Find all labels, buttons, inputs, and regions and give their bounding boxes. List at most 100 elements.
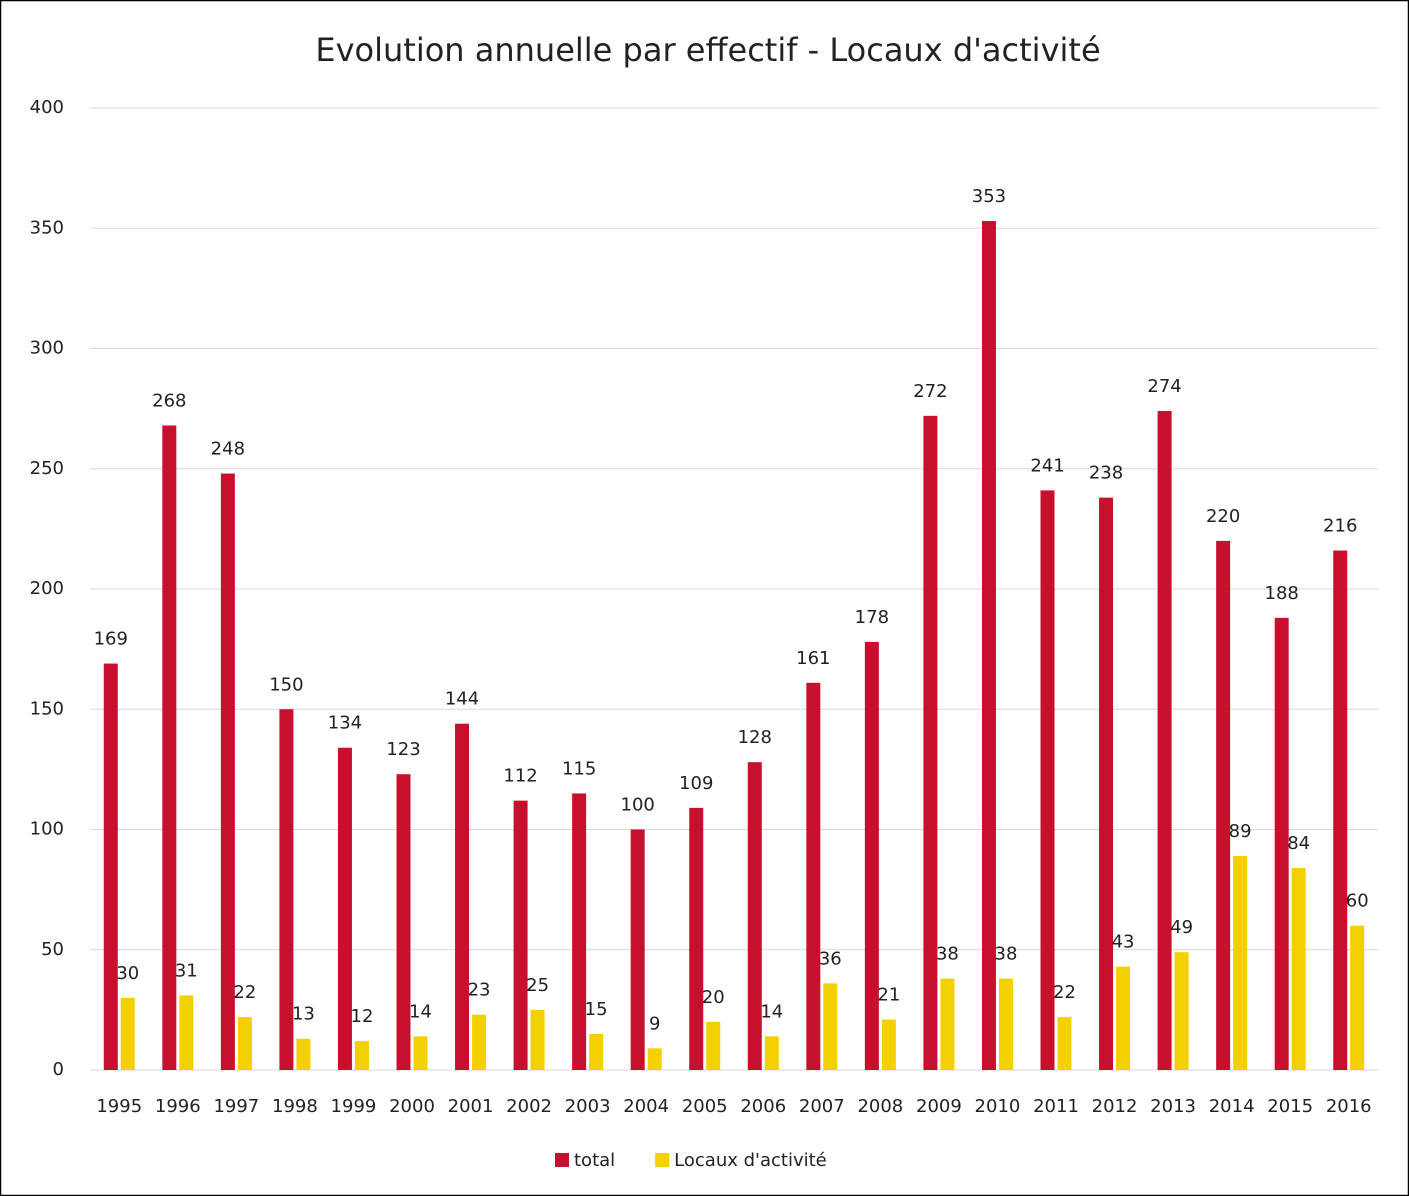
data-label: 161: [796, 648, 830, 669]
bar: [220, 473, 235, 1070]
bar: [1040, 490, 1055, 1070]
data-label: 13: [292, 1004, 315, 1025]
x-tick-label: 2013: [1150, 1096, 1196, 1117]
data-label: 14: [760, 1001, 783, 1022]
bar: [396, 774, 411, 1070]
data-label: 188: [1265, 583, 1299, 604]
bar: [864, 641, 879, 1070]
data-label: 220: [1206, 506, 1240, 527]
data-label: 268: [152, 390, 186, 411]
x-tick-label: 1997: [213, 1096, 259, 1117]
bar: [472, 1014, 487, 1070]
data-label: 15: [585, 999, 608, 1020]
bar: [1057, 1017, 1072, 1070]
legend-swatch: [555, 1153, 569, 1167]
bar: [354, 1041, 369, 1070]
bar: [179, 995, 194, 1070]
data-label: 169: [94, 629, 128, 650]
bar: [647, 1048, 662, 1070]
bar: [237, 1017, 252, 1070]
x-tick-label: 2001: [448, 1096, 494, 1117]
data-label: 23: [468, 980, 491, 1001]
data-label: 30: [116, 963, 139, 984]
x-tick-label: 2006: [740, 1096, 786, 1117]
data-label: 25: [526, 975, 549, 996]
data-label: 49: [1170, 917, 1193, 938]
data-label: 150: [269, 674, 303, 695]
data-label: 60: [1346, 891, 1369, 912]
bar: [530, 1009, 545, 1070]
bar: [589, 1033, 604, 1070]
bar: [162, 425, 177, 1071]
data-label: 20: [702, 987, 725, 1008]
x-tick-label: 2007: [799, 1096, 845, 1117]
bar: [998, 978, 1013, 1070]
bar: [337, 747, 352, 1070]
data-label: 128: [738, 727, 772, 748]
bar: [1174, 952, 1189, 1070]
y-tick-label: 400: [30, 97, 64, 118]
y-tick-label: 0: [53, 1059, 64, 1080]
bar: [706, 1021, 721, 1070]
data-label: 241: [1030, 455, 1064, 476]
data-label: 22: [1053, 982, 1076, 1003]
bar: [747, 762, 762, 1070]
x-tick-label: 2000: [389, 1096, 435, 1117]
data-label: 43: [1112, 932, 1135, 953]
data-label: 272: [913, 381, 947, 402]
bar: [940, 978, 955, 1070]
data-label: 14: [409, 1001, 432, 1022]
data-label: 36: [819, 948, 842, 969]
data-label: 38: [995, 944, 1018, 965]
data-label: 144: [445, 689, 479, 710]
data-label: 248: [211, 439, 245, 460]
bar: [1291, 867, 1306, 1070]
data-label: 31: [175, 960, 198, 981]
x-tick-label: 2011: [1033, 1096, 1079, 1117]
data-label: 178: [855, 607, 889, 628]
data-label: 12: [351, 1006, 374, 1027]
bar: [881, 1019, 896, 1070]
data-label: 100: [621, 795, 655, 816]
bar: [981, 221, 996, 1070]
bar: [1233, 855, 1248, 1070]
data-label: 21: [877, 984, 900, 1005]
chart-title: Evolution annuelle par effectif - Locaux…: [315, 31, 1100, 69]
bar: [923, 415, 938, 1071]
bar: [630, 829, 645, 1070]
legend-label: Locaux d'activité: [674, 1150, 827, 1171]
bar: [689, 807, 704, 1070]
x-tick-label: 2002: [506, 1096, 552, 1117]
x-tick-label: 2004: [623, 1096, 669, 1117]
x-tick-label: 1998: [272, 1096, 318, 1117]
x-tick-label: 2010: [975, 1096, 1021, 1117]
bar: [1274, 617, 1289, 1070]
x-tick-label: 2003: [565, 1096, 611, 1117]
x-tick-label: 2009: [916, 1096, 962, 1117]
x-tick-label: 2015: [1267, 1096, 1313, 1117]
bar: [764, 1036, 779, 1070]
y-tick-label: 250: [30, 458, 64, 479]
y-tick-label: 50: [41, 939, 64, 960]
legend-swatch: [655, 1153, 670, 1167]
bar: [120, 997, 135, 1070]
bar: [572, 793, 587, 1070]
bar: [1116, 966, 1131, 1070]
data-label: 112: [503, 766, 537, 787]
bar: [413, 1036, 428, 1070]
data-label: 38: [936, 944, 959, 965]
bar: [296, 1038, 311, 1070]
x-tick-label: 2012: [1092, 1096, 1138, 1117]
bar: [1333, 550, 1348, 1070]
x-tick-label: 1995: [96, 1096, 142, 1117]
data-label: 353: [972, 186, 1006, 207]
bar: [1216, 540, 1231, 1070]
data-label: 22: [233, 982, 256, 1003]
data-label: 84: [1287, 833, 1310, 854]
bar: [806, 682, 821, 1070]
data-label: 109: [679, 773, 713, 794]
data-label: 274: [1147, 376, 1181, 397]
data-label: 216: [1323, 516, 1357, 537]
bar: [103, 663, 118, 1070]
